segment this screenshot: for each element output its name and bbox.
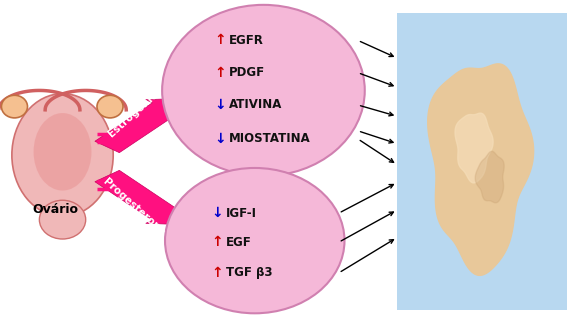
Text: ↑: ↑ [211, 235, 223, 249]
Text: ↓: ↓ [214, 132, 226, 146]
Text: MIOSTATINA: MIOSTATINA [229, 132, 310, 145]
Polygon shape [455, 113, 493, 183]
Polygon shape [428, 64, 534, 275]
Ellipse shape [39, 200, 86, 239]
Polygon shape [475, 151, 504, 203]
FancyArrow shape [95, 170, 184, 224]
Text: ↑: ↑ [211, 266, 223, 280]
Text: ↑: ↑ [214, 33, 226, 47]
Ellipse shape [12, 94, 113, 216]
Bar [397, 13, 567, 310]
FancyArrow shape [95, 99, 184, 153]
Text: Progesterona: Progesterona [101, 177, 167, 238]
Text: IGF-I: IGF-I [226, 207, 257, 220]
Text: EGF: EGF [226, 236, 251, 249]
Text: Estrogênio: Estrogênio [106, 89, 160, 139]
Ellipse shape [34, 113, 91, 191]
Text: ↑: ↑ [214, 66, 226, 80]
Text: TGF β3: TGF β3 [226, 266, 272, 279]
Ellipse shape [165, 168, 345, 313]
Text: Ovário: Ovário [32, 203, 78, 216]
Text: ↓: ↓ [211, 206, 223, 220]
Ellipse shape [162, 5, 365, 176]
Ellipse shape [2, 95, 28, 118]
Text: PDGF: PDGF [229, 66, 265, 79]
Text: ATIVINA: ATIVINA [229, 99, 282, 111]
Text: ↓: ↓ [214, 98, 226, 112]
Ellipse shape [97, 95, 123, 118]
Text: EGFR: EGFR [229, 34, 263, 47]
